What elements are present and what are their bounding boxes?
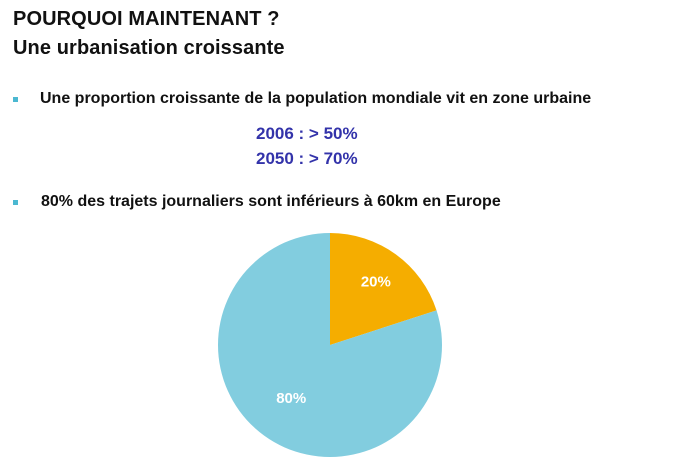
page-subtitle: Une urbanisation croissante (13, 37, 285, 59)
bullet-item-daily-trips: 80% des trajets journaliers sont inférie… (13, 191, 501, 213)
bullet-text: 80% des trajets journaliers sont inférie… (41, 193, 501, 210)
bullet-text: Une proportion croissante de la populati… (40, 90, 592, 107)
pie-slice-label: 80% (276, 390, 306, 407)
page-title: POURQUOI MAINTENANT ? (13, 8, 280, 30)
bullet-item-urban-population: Une proportion croissante de la populati… (13, 88, 591, 110)
square-bullet-icon (13, 96, 18, 102)
stat-2050: 2050 : > 70% (256, 149, 358, 168)
square-bullet-icon (13, 199, 18, 205)
pie-slice-20 (330, 233, 437, 345)
stat-2006: 2006 : > 50% (256, 124, 358, 143)
pie-slice-label: 20% (361, 273, 391, 290)
pie-slice-80 (218, 233, 443, 457)
